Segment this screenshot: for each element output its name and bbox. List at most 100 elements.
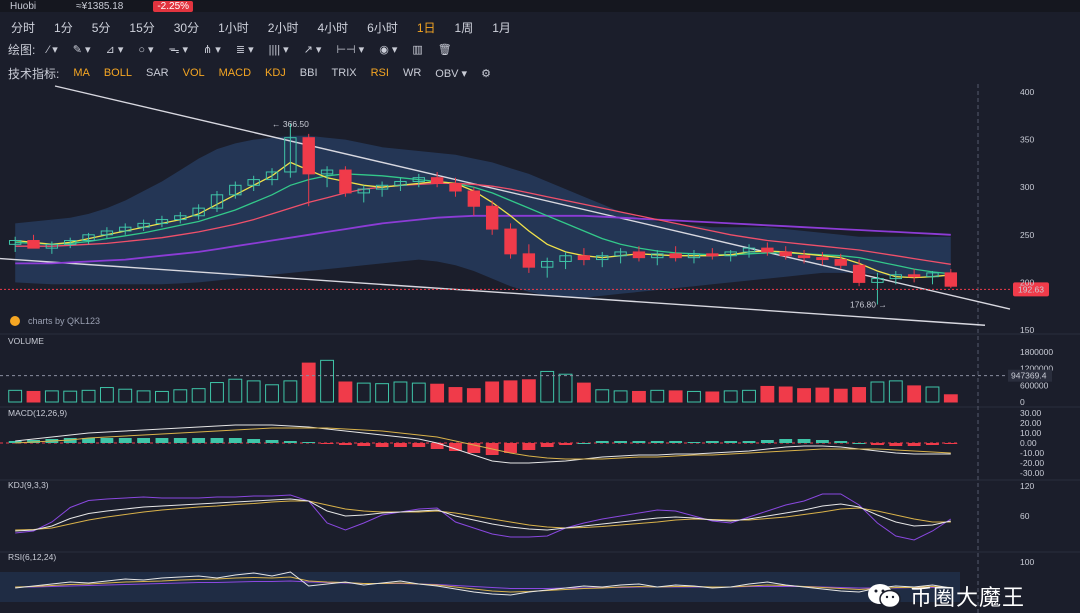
pattern-tool-icon[interactable]: ᯓ ▾ bbox=[168, 43, 189, 56]
indicator-ma[interactable]: MA bbox=[73, 67, 90, 79]
measure-tool-icon[interactable]: ⊢⊣ ▾ bbox=[336, 43, 365, 56]
trendline-upper bbox=[54, 85, 1011, 310]
macd-hist-14 bbox=[265, 440, 279, 443]
macd-tick-4: -10.00 bbox=[1020, 448, 1044, 458]
grid-tool-icon[interactable]: |||| ▾ bbox=[268, 43, 289, 56]
candle-41 bbox=[761, 247, 774, 253]
macd-hist-18 bbox=[338, 443, 352, 445]
macd-hist-49 bbox=[907, 443, 921, 446]
kdj-tick-0: 60 bbox=[1020, 511, 1030, 521]
volume-last-label: 947369.4 bbox=[1011, 371, 1047, 381]
candle-3 bbox=[64, 240, 77, 245]
indicator-vol[interactable]: VOL bbox=[182, 67, 205, 79]
interval-tab-7[interactable]: 4小时 bbox=[317, 20, 349, 35]
candle-5 bbox=[100, 230, 114, 236]
kdj-k-line bbox=[15, 498, 951, 532]
volume-bar-49 bbox=[907, 385, 922, 403]
interval-tab-9[interactable]: 1日 bbox=[416, 20, 436, 35]
candle-48 bbox=[889, 274, 902, 280]
interval-tab-4[interactable]: 30分 bbox=[173, 20, 200, 35]
indicator-macd[interactable]: MACD bbox=[218, 67, 252, 79]
interval-tab-2[interactable]: 5分 bbox=[91, 20, 111, 35]
macd-hist-20 bbox=[375, 443, 389, 447]
chart-settings-icon[interactable]: ▥ bbox=[412, 43, 423, 56]
interval-tab-10[interactable]: 1周 bbox=[454, 20, 474, 35]
circle-tool-icon[interactable]: ○ ▾ bbox=[138, 43, 154, 56]
indicator-wr[interactable]: WR bbox=[402, 67, 422, 79]
indicator-rsi[interactable]: RSI bbox=[370, 67, 389, 79]
indicator-obv[interactable]: OBV ▾ bbox=[435, 67, 468, 80]
indicator-settings-icon[interactable]: ⚙ bbox=[481, 67, 491, 80]
fib-tool-icon[interactable]: ⊿ ▾ bbox=[105, 43, 124, 56]
volume-bar-0 bbox=[8, 389, 23, 403]
candle-40 bbox=[742, 247, 756, 253]
kdj-tick-1: 120 bbox=[1020, 481, 1034, 491]
macd-dea-line bbox=[15, 427, 951, 460]
pitchfork-tool-icon[interactable]: ⋔ ▾ bbox=[203, 43, 221, 56]
candle-45 bbox=[834, 259, 847, 266]
candle-21 bbox=[394, 180, 407, 186]
macd-hist-24 bbox=[449, 443, 462, 451]
indicator-kdj[interactable]: KDJ bbox=[265, 67, 286, 79]
line-tool-icon[interactable]: ∕ ▾ bbox=[47, 43, 58, 56]
macd-hist-48 bbox=[889, 443, 903, 446]
candle-51 bbox=[944, 272, 958, 287]
candle-14 bbox=[265, 171, 279, 181]
volume-bar-3 bbox=[63, 390, 78, 403]
indicator-trix[interactable]: TRIX bbox=[331, 67, 357, 79]
candle-44 bbox=[816, 257, 829, 261]
watermark: 币圈大魔王 bbox=[866, 580, 1025, 612]
credit-logo-icon bbox=[10, 316, 20, 326]
candle-1 bbox=[27, 240, 40, 249]
volume-bar-13 bbox=[246, 380, 261, 403]
chart-area[interactable]: 192.63 ← 366.50 176.80 → 150 200 250 300 350 400… bbox=[0, 84, 1080, 613]
interval-tab-5[interactable]: 1小时 bbox=[218, 20, 249, 35]
macd-tick-0: 30.00 bbox=[1020, 408, 1042, 418]
macd-hist-4 bbox=[82, 438, 95, 443]
arrow-tool-icon[interactable]: ↗ ▾ bbox=[303, 43, 322, 56]
macd-hist-44 bbox=[815, 440, 829, 443]
last-price-badge bbox=[1013, 282, 1049, 297]
candle-37 bbox=[687, 253, 701, 259]
volume-bar-5 bbox=[99, 387, 114, 403]
volume-bar-2 bbox=[44, 390, 59, 403]
volume-bar-51 bbox=[943, 394, 958, 403]
pen-tool-icon[interactable]: ✎ ▾ bbox=[72, 43, 91, 56]
interval-tabs: 分时 1分 5分 15分 30分 1小时 2小时 4小时 6小时 1日 1周 1月 bbox=[0, 14, 1080, 40]
eye-tool-icon[interactable]: ◉ ▾ bbox=[379, 43, 398, 56]
volume-bar-42 bbox=[778, 386, 793, 403]
indicator-boll[interactable]: BOLL bbox=[103, 67, 132, 79]
macd-tick-6: -30.00 bbox=[1020, 468, 1044, 478]
interval-tab-11[interactable]: 1月 bbox=[492, 20, 511, 35]
high-price-label: ← 366.50 bbox=[272, 119, 309, 129]
interval-tab-6[interactable]: 2小时 bbox=[267, 20, 299, 35]
rsi-title: RSI(6,12,24) bbox=[8, 552, 56, 562]
indicator-sar[interactable]: SAR bbox=[145, 67, 169, 79]
macd-hist-47 bbox=[871, 443, 884, 445]
volume-bar-19 bbox=[356, 382, 371, 403]
candle-46 bbox=[852, 264, 866, 283]
volume-bar-14 bbox=[265, 384, 279, 403]
candle-29 bbox=[541, 260, 554, 268]
interval-tab-3[interactable]: 15分 bbox=[129, 20, 155, 35]
candle-49 bbox=[907, 274, 921, 278]
volume-tick-0: 0 bbox=[1020, 397, 1025, 407]
macd-tick-1: 20.00 bbox=[1020, 418, 1042, 428]
volume-bar-23 bbox=[430, 383, 445, 403]
indicator-bbi[interactable]: BBI bbox=[299, 67, 318, 79]
volume-bar-28 bbox=[521, 379, 536, 403]
trash-icon[interactable]: 🗑 bbox=[437, 43, 452, 56]
macd-hist-21 bbox=[394, 443, 407, 447]
candle-6 bbox=[119, 226, 132, 232]
interval-tab-1[interactable]: 1分 bbox=[54, 20, 73, 35]
price-tick-3: 300 bbox=[1020, 182, 1034, 192]
text-tool-icon[interactable]: ≣ ▾ bbox=[235, 43, 254, 56]
interval-tab-0[interactable]: 分时 bbox=[11, 20, 36, 35]
price-tick-1: 200 bbox=[1020, 277, 1034, 287]
interval-tab-8[interactable]: 6小时 bbox=[367, 20, 398, 35]
macd-tick-5: -20.00 bbox=[1020, 458, 1044, 468]
volume-bar-20 bbox=[375, 383, 390, 403]
price-tick-2: 250 bbox=[1020, 230, 1034, 240]
macd-hist-12 bbox=[228, 438, 242, 443]
volume-bar-31 bbox=[576, 382, 591, 403]
